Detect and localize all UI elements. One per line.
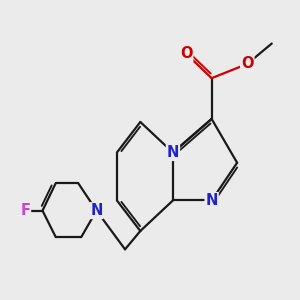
Text: N: N — [167, 145, 179, 160]
Text: F: F — [20, 203, 30, 218]
Text: N: N — [206, 193, 218, 208]
Text: N: N — [90, 203, 103, 218]
Text: O: O — [180, 46, 192, 61]
Text: O: O — [241, 56, 254, 71]
